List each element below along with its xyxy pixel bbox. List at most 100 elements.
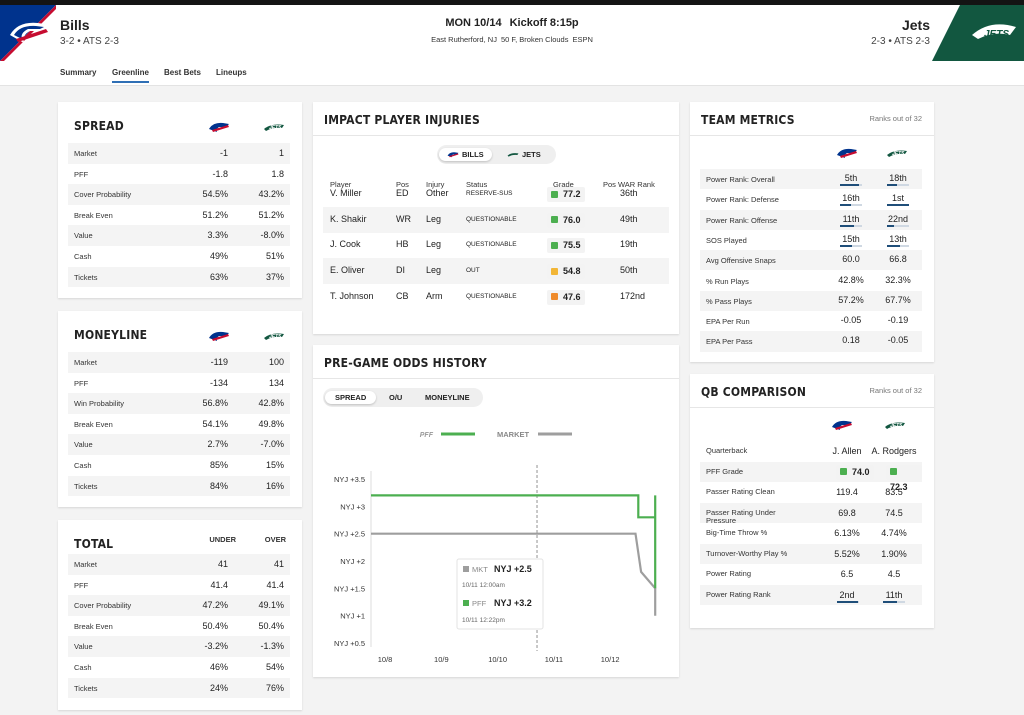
table-row: PFF -1.8 1.8 [68, 164, 290, 185]
rank-bar-fill [887, 184, 897, 186]
row-value-a: 56.8% [202, 398, 228, 409]
row-value-b: 37% [265, 271, 284, 282]
table-row: Break Even 54.1% 49.8% [68, 414, 290, 435]
metric-row: % Run Plays 42.8% 32.3% [700, 271, 922, 291]
tab-summary[interactable]: Summary [60, 68, 97, 77]
injury-injury: Leg [426, 239, 442, 250]
team-metrics-card: TEAM METRICS Ranks out of 32 JETS Power … [690, 102, 934, 362]
injury-rank: 36th [620, 188, 638, 198]
table-row: Tickets 24% 76% [68, 677, 290, 699]
qb-metric-label: Power Rating [706, 569, 752, 578]
metric-label: EPA Per Run [706, 317, 750, 327]
injury-row: J. Cook HB Leg QUESTIONABLE 19th 75.5 [323, 232, 669, 258]
x-tick-label: 10/11 [545, 655, 563, 664]
away-team-record: 2-3 • ATS 2-3 [871, 36, 930, 47]
grade-color-swatch [551, 293, 558, 301]
toggle-jets[interactable]: JETS [499, 148, 549, 161]
chart-tooltip [456, 558, 544, 630]
injury-injury: Leg [426, 265, 442, 276]
qb-metric-label: Big-Time Throw % [706, 528, 768, 537]
table-row: Win Probability 56.8% 42.8% [68, 393, 290, 414]
tab-greenline[interactable]: Greenline [112, 68, 149, 83]
divider [313, 378, 679, 379]
injury-rank: 49th [620, 213, 638, 224]
grade-color-swatch [551, 267, 558, 275]
game-weather: 50 F, Broken Clouds [500, 35, 569, 44]
svg-text:JETS: JETS [892, 151, 905, 157]
row-value-b: 41 [273, 559, 284, 569]
row-value-a: 47.2% [202, 600, 228, 611]
metric-bills-value: 57.2% [838, 294, 864, 305]
tooltip-pff-value: NYJ +3.2 [494, 598, 532, 608]
injury-pos: CB [396, 290, 409, 301]
rank-bar-fill [840, 204, 851, 207]
table-row: Cash 85% 15% [68, 455, 290, 476]
col-war-rank: Pos WAR Rank [603, 180, 655, 189]
top-border [0, 0, 1024, 5]
injury-status: QUESTIONABLE [466, 292, 517, 300]
qb-row: Power Rating Rank 2nd 11th [700, 584, 922, 605]
row-value-a: 41.4 [210, 579, 228, 590]
metric-jets-value: 32.3% [885, 274, 911, 285]
jets-corner-logo: JETS [932, 5, 1024, 61]
row-value-a: -1 [219, 148, 228, 158]
table-row: Market -1 1 [68, 143, 290, 164]
bills-rank-bar [837, 600, 859, 603]
odds-history-card: PRE-GAME ODDS HISTORY SPREAD O/U MONEYLI… [313, 345, 679, 677]
qb-row: Big-Time Throw % 6.13% 4.74% [700, 523, 922, 544]
injury-injury: Arm [426, 290, 443, 301]
table-row: Value 3.3% -8.0% [68, 225, 290, 246]
injury-status: OUT [466, 267, 480, 275]
row-value-b: 49.8% [258, 418, 284, 429]
metric-bills-value: 15th [842, 233, 860, 244]
row-value-b: -8.0% [260, 230, 284, 241]
grade-value: 75.5 [563, 240, 581, 251]
divider [690, 407, 934, 408]
toggle-spread[interactable]: SPREAD [325, 391, 377, 404]
tab-best-bets[interactable]: Best Bets [164, 68, 201, 77]
row-value-b: 1.8 [271, 168, 284, 179]
qb-jets-value: 83.5 [885, 487, 903, 497]
grade-value: 77.2 [563, 189, 581, 199]
row-value-a: -3.2% [204, 641, 228, 652]
kickoff-time: Kickoff 8:15p [509, 17, 579, 29]
jets-logo-icon: JETS [264, 124, 284, 131]
col-player: Player [330, 180, 352, 189]
toggle-bills-label: BILLS [462, 150, 484, 159]
table-row: Value -3.2% -1.3% [68, 636, 290, 657]
bills-logo-icon [447, 152, 459, 158]
row-value-b: 49.1% [258, 600, 284, 611]
injuries-title: IMPACT PLAYER INJURIES [324, 113, 480, 127]
qb-jets-value: 4.5 [887, 569, 901, 579]
x-tick-label: 10/10 [488, 655, 507, 664]
row-value-a: 2.7% [207, 439, 228, 450]
qb-row: Quarterback J. Allen A. Rodgers [700, 441, 922, 462]
metric-bills-value: -0.05 [840, 315, 862, 326]
grade-badge: 72.3 [886, 464, 922, 492]
ranks-note: Ranks out of 32 [869, 386, 922, 395]
table-row: Cover Probability 54.5% 43.2% [68, 184, 290, 205]
row-value-b: 100 [268, 357, 284, 367]
bills-rank-bar [840, 184, 862, 186]
toggle-bills[interactable]: BILLS [439, 148, 492, 161]
injury-player: K. Shakir [330, 213, 367, 224]
ranks-note: Ranks out of 32 [869, 114, 922, 123]
col-pos: Pos [396, 180, 409, 189]
svg-text:JETS: JETS [984, 29, 1009, 40]
row-label: Tickets [74, 683, 98, 693]
row-label: Break Even [74, 419, 113, 429]
x-tick-label: 10/8 [378, 655, 393, 664]
row-value-b: 51% [265, 251, 284, 261]
series-line-pff [371, 494, 657, 589]
tooltip-mkt-time: 10/11 12:00am [462, 582, 505, 589]
tooltip-mkt-swatch [463, 566, 469, 572]
row-value-b: 41.4 [266, 579, 284, 590]
injury-status: QUESTIONABLE [466, 241, 517, 249]
qb-jets-grade: 72.3 [890, 481, 908, 492]
game-location: East Rutherford, NJ [431, 35, 497, 44]
toggle-ou[interactable]: O/U [389, 393, 403, 402]
tab-lineups[interactable]: Lineups [216, 68, 247, 77]
metric-label: Power Rank: Defense [706, 195, 779, 205]
tooltip-pff-label: PFF [472, 599, 487, 608]
toggle-moneyline[interactable]: MONEYLINE [425, 393, 470, 402]
